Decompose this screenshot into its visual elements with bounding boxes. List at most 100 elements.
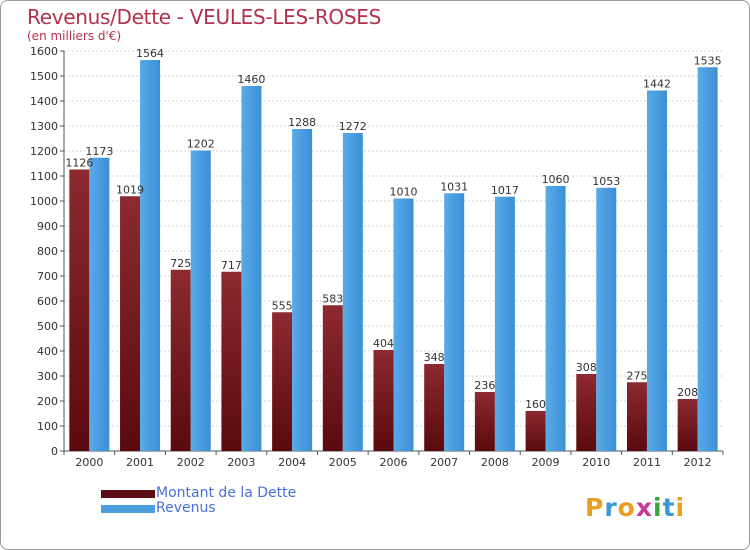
x-tick-label: 2008	[481, 456, 509, 469]
value-label-debt: 1019	[116, 183, 144, 196]
y-tick-label: 1600	[30, 45, 58, 58]
y-tick-label: 800	[37, 245, 58, 258]
value-label-revenus: 1535	[694, 54, 722, 67]
logo-letter: P	[585, 493, 605, 522]
bar-revenus	[190, 150, 211, 451]
chart-title: Revenus/Dette - VEULES-LES-ROSES	[27, 5, 381, 29]
axes: 0 100 200 300 400 500 600 700 800 900 1000 1100 1200…	[30, 45, 724, 469]
y-tick-label: 500	[37, 320, 58, 333]
y-tick-label: 1000	[30, 195, 58, 208]
value-label-debt: 725	[170, 257, 191, 270]
bar-debt	[626, 382, 647, 451]
value-label-debt: 160	[525, 398, 546, 411]
logo-letter: t	[662, 493, 676, 522]
value-label-revenus: 1053	[592, 175, 620, 188]
bar-debt	[474, 392, 495, 451]
bars	[69, 60, 718, 451]
bar-revenus	[697, 67, 718, 451]
y-tick-label: 1300	[30, 120, 58, 133]
y-tick-label: 1200	[30, 145, 58, 158]
x-tick-label: 2004	[278, 456, 306, 469]
chart-subtitle: (en milliers d'€)	[27, 29, 122, 43]
logo-letter: x	[635, 493, 653, 522]
value-label-debt: 308	[576, 361, 597, 374]
bar-revenus	[596, 187, 617, 451]
bar-debt	[525, 411, 546, 451]
value-label-revenus: 1442	[643, 78, 671, 91]
y-tick-label: 700	[37, 270, 58, 283]
bar-revenus	[393, 198, 414, 451]
bar-revenus	[545, 186, 566, 451]
bar-debt	[322, 305, 343, 451]
legend-swatch-dette	[101, 490, 155, 498]
y-tick-label: 1500	[30, 70, 58, 83]
value-label-revenus: 1288	[288, 116, 316, 129]
bar-revenus	[444, 193, 465, 451]
logo-letter: r	[604, 493, 618, 522]
y-tick-label: 900	[37, 220, 58, 233]
y-tick-label: 1100	[30, 170, 58, 183]
bar-debt	[69, 169, 90, 451]
legend-label-dette: Montant de la Dette	[156, 485, 297, 501]
x-tick-label: 2012	[684, 456, 712, 469]
y-tick-label: 200	[37, 395, 58, 408]
x-tick-label: 2009	[532, 456, 560, 469]
y-tick-label: 300	[37, 370, 58, 383]
proxiti-logo: Proxiti	[585, 493, 685, 522]
value-label-debt: 555	[272, 299, 293, 312]
bar-revenus	[494, 196, 515, 451]
bar-revenus	[89, 157, 110, 451]
x-tick-label: 2005	[329, 456, 357, 469]
legend-label-revenus: Revenus	[156, 500, 216, 516]
bar-debt	[677, 399, 698, 451]
value-label-revenus: 1202	[187, 138, 215, 151]
bar-revenus	[292, 129, 313, 451]
x-tick-label: 2001	[126, 456, 154, 469]
bar-debt	[576, 374, 597, 451]
value-label-revenus: 1017	[491, 184, 519, 197]
bar-debt	[120, 196, 141, 451]
bar-debt	[221, 271, 242, 451]
value-label-revenus: 1173	[85, 145, 113, 158]
x-tick-label: 2007	[430, 456, 458, 469]
value-label-debt: 717	[221, 259, 242, 272]
value-label-debt: 404	[373, 337, 394, 350]
x-tick-label: 2011	[633, 456, 661, 469]
value-label-revenus: 1060	[542, 173, 570, 186]
y-tick-label: 400	[37, 345, 58, 358]
bar-revenus	[342, 133, 363, 451]
bar-debt	[424, 364, 445, 451]
logo-letter: i	[675, 493, 686, 522]
bar-revenus	[140, 60, 161, 451]
value-label-debt: 275	[626, 369, 647, 382]
value-label-debt: 583	[322, 292, 343, 305]
x-tick-label: 2000	[75, 456, 103, 469]
value-label-debt: 236	[474, 379, 495, 392]
x-tick-label: 2006	[380, 456, 408, 469]
value-label-revenus: 1460	[237, 73, 265, 86]
logo-letter: i	[653, 493, 663, 522]
value-label-debt: 208	[677, 386, 698, 399]
value-label-revenus: 1272	[339, 120, 367, 133]
y-tick-label: 600	[37, 295, 58, 308]
bar-revenus	[241, 86, 262, 451]
legend-swatch-revenus	[101, 505, 155, 513]
value-label-revenus: 1010	[390, 186, 418, 199]
y-tick-label: 1400	[30, 95, 58, 108]
bar-debt	[272, 312, 293, 451]
value-label-revenus: 1031	[440, 180, 468, 193]
y-tick-label: 100	[37, 420, 58, 433]
bar-revenus	[646, 90, 667, 451]
value-label-debt: 1126	[65, 157, 93, 170]
x-tick-label: 2002	[177, 456, 205, 469]
x-tick-label: 2003	[227, 456, 255, 469]
x-tick-label: 2010	[582, 456, 610, 469]
value-label-revenus: 1564	[136, 47, 164, 60]
logo-letter: o	[617, 493, 636, 522]
bar-debt	[170, 269, 191, 451]
bar-debt	[373, 350, 394, 451]
value-label-debt: 348	[424, 351, 445, 364]
